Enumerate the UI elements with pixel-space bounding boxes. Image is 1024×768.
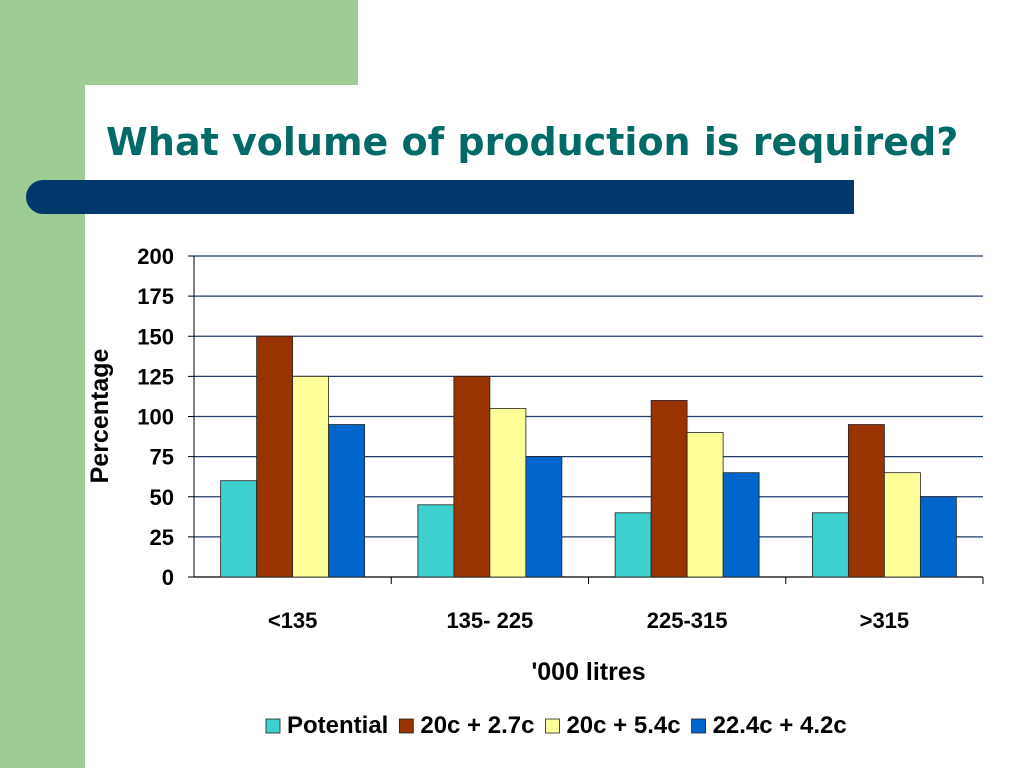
legend-swatch bbox=[265, 718, 281, 734]
x-axis-title: '000 litres bbox=[531, 658, 645, 686]
y-tick-label: 50 bbox=[150, 485, 174, 510]
x-category-label: >315 bbox=[860, 608, 910, 633]
y-tick-label: 175 bbox=[137, 284, 174, 309]
y-tick-label: 0 bbox=[162, 565, 174, 590]
x-category-label: <135 bbox=[268, 608, 318, 633]
y-tick-label: 150 bbox=[137, 324, 174, 349]
bar bbox=[919, 496, 957, 578]
x-category-label: 225-315 bbox=[647, 608, 728, 633]
bar bbox=[489, 408, 527, 578]
bar bbox=[220, 480, 258, 578]
bar bbox=[811, 512, 849, 578]
bar bbox=[417, 504, 455, 578]
bar bbox=[883, 472, 921, 578]
legend-label: Potential bbox=[287, 712, 388, 739]
bar bbox=[847, 424, 885, 578]
x-category-label: 135- 225 bbox=[446, 608, 533, 633]
bar bbox=[256, 335, 294, 578]
y-tick-label: 200 bbox=[137, 244, 174, 269]
legend-label: 20c + 2.7c bbox=[420, 712, 534, 739]
green-side-band bbox=[0, 0, 85, 768]
y-tick-label: 100 bbox=[137, 405, 174, 430]
y-axis-title: Percentage bbox=[86, 349, 114, 484]
bar bbox=[292, 375, 330, 578]
legend-swatch bbox=[691, 718, 706, 734]
slide-title: What volume of production is required? bbox=[106, 120, 959, 164]
bar bbox=[525, 456, 563, 578]
legend-swatch bbox=[545, 718, 560, 734]
y-tick-label: 25 bbox=[150, 525, 174, 550]
bar bbox=[686, 432, 724, 578]
bar bbox=[614, 512, 652, 578]
y-tick-label: 75 bbox=[150, 445, 174, 470]
legend-label: 22.4c + 4.2c bbox=[713, 712, 847, 739]
legend-swatch bbox=[398, 718, 414, 734]
bar bbox=[722, 472, 760, 578]
bar bbox=[328, 424, 366, 578]
y-tick-label: 125 bbox=[137, 364, 174, 389]
bar bbox=[453, 375, 491, 578]
legend-label: 20c + 5.4c bbox=[566, 712, 680, 739]
bar bbox=[650, 400, 688, 578]
title-underline-bar bbox=[26, 180, 854, 214]
green-top-band bbox=[85, 0, 358, 85]
